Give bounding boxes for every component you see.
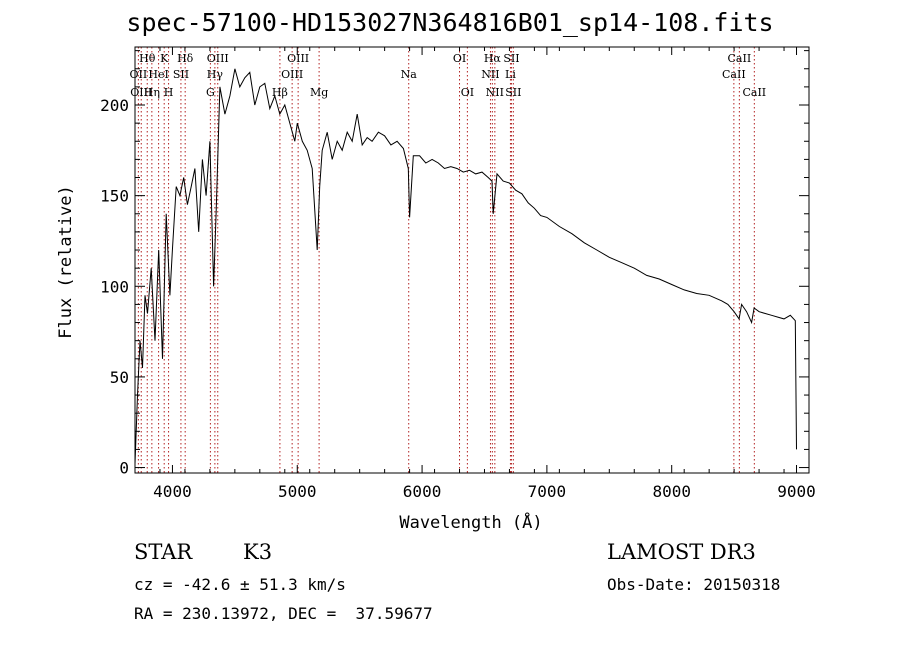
line-label-hγ: Hγ [207,68,224,81]
line-label-k: K [160,52,169,65]
y-tick-label-150: 150 [100,187,129,206]
flux-series [134,68,797,464]
line-label-sii: SII [503,52,519,65]
chart-title: spec-57100-HD153027N364816B01_sp14-108.f… [126,8,774,37]
x-tick-label-5000: 5000 [278,482,317,501]
line-label-g: G [206,86,215,99]
line-label-hη: Hη [144,86,160,99]
spectral-line-markers [137,47,755,473]
observation-date: Obs-Date: 20150318 [607,575,781,594]
line-label-li: Li [505,68,516,81]
y-tick-label-50: 50 [110,368,129,387]
line-label-oii: OII [130,68,148,81]
y-tick-label-200: 200 [100,96,129,115]
line-label-caii: CaII [728,52,752,65]
flux-line [134,68,797,464]
x-tick-label-8000: 8000 [652,482,691,501]
spectral-class: K3 [243,540,273,564]
spectral-line-labels: Hθ OII OIII K HeI Hη Hδ SII H G OIII Hγ Hβ OIII OIII Mg… [130,52,767,99]
line-label-hei: HeI [148,68,168,81]
line-label-na: Na [401,68,418,81]
y-tick-label-0: 0 [119,459,129,478]
x-tick-label-9000: 9000 [777,482,816,501]
line-label-hβ: Hβ [272,86,288,99]
line-label-sii: SII [505,86,521,99]
y-axis-ticks: 0 50 100 150 200 [100,50,809,478]
line-label-h: H [164,86,174,99]
y-tick-label-100: 100 [100,277,129,296]
x-tick-label-6000: 6000 [403,482,442,501]
sky-coordinates: RA = 230.13972, DEC = 37.59677 [134,604,433,623]
line-label-mg: Mg [310,86,328,99]
object-type: STAR [134,540,193,564]
line-label-hδ: Hδ [177,52,194,65]
y-axis-label: Flux (relative) [56,185,76,339]
x-tick-label-7000: 7000 [528,482,567,501]
line-label-oiii: OIII [130,86,152,99]
line-label-oiii: OIII [287,52,309,65]
line-label-oi: OI [453,52,466,65]
plot-frame [134,46,810,474]
x-axis-ticks: 4000 5000 6000 7000 8000 9000 [134,47,816,501]
survey-name: LAMOST DR3 [607,540,756,564]
redshift-readout: cz = -42.6 ± 51.3 km/s [134,575,346,594]
line-label-hα: Hα [484,52,502,65]
line-label-oiii: OIII [207,52,229,65]
x-axis-label: Wavelength (Å) [399,511,542,533]
x-tick-label-4000: 4000 [153,482,192,501]
line-label-sii: SII [173,68,189,81]
line-label-nii: NII [481,68,499,81]
line-label-caii: CaII [722,68,746,81]
line-label-caii: CaII [742,86,766,99]
line-label-hθ: Hθ [139,52,156,65]
line-label-nii: NII [486,86,504,99]
line-label-oi: OI [461,86,474,99]
line-label-oiii: OIII [281,68,303,81]
